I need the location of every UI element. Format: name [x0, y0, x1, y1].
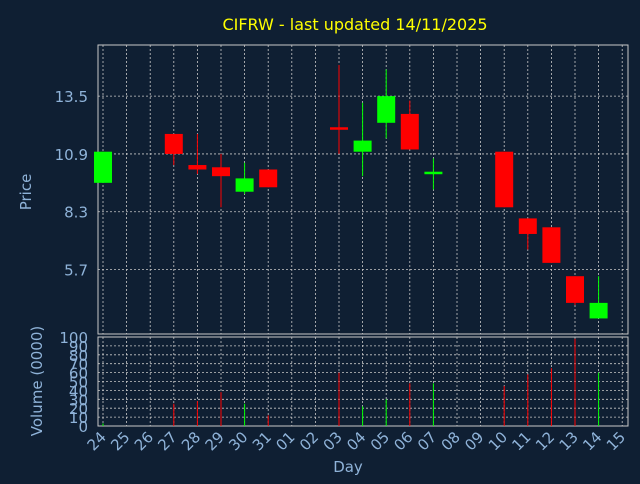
x-axis-label: Day: [333, 458, 363, 476]
volume-tick-label: 10: [69, 409, 88, 427]
x-tick-label: 02: [296, 428, 322, 454]
x-tick-label: 05: [367, 428, 393, 454]
volume-tick-label: 40: [69, 382, 88, 400]
x-tick-label: 15: [603, 428, 629, 454]
x-tick-label: 13: [556, 428, 582, 454]
price-tick-label: 10.9: [55, 146, 88, 164]
volume-tick-label: 30: [69, 391, 88, 409]
volume-tick-label: 20: [69, 400, 88, 418]
price-tick-label: 8.3: [64, 204, 88, 222]
x-tick-label: 10: [485, 428, 511, 454]
candle-body: [164, 133, 183, 154]
volume-tick-label: 80: [69, 347, 88, 365]
candle-body: [259, 169, 278, 188]
x-tick-label: 14: [579, 428, 605, 454]
chart-title: CIFRW - last updated 14/11/2025: [222, 15, 487, 34]
candle-body: [495, 151, 514, 208]
x-tick-label: 29: [202, 428, 228, 454]
volume-tick-label: 50: [69, 374, 88, 392]
candle-body: [400, 113, 419, 150]
candle-body: [566, 276, 584, 303]
x-tick-label: 12: [532, 428, 558, 454]
x-tick-label: 06: [390, 428, 416, 454]
x-tick-label: 11: [508, 428, 534, 454]
candle-body: [377, 96, 396, 123]
candle-body: [94, 151, 112, 183]
x-tick-label: 03: [320, 428, 346, 454]
x-tick-label: 26: [131, 428, 157, 454]
candle-body: [235, 178, 254, 192]
x-tick-label: 01: [272, 428, 298, 454]
volume-tick-label: 90: [69, 338, 88, 356]
candle-body: [212, 167, 230, 177]
candle-body: [589, 302, 608, 319]
price-panel: 5.7 8.3 10.9 13.5: [55, 44, 629, 335]
volume-panel: 0102030405060708090100242526272829303101…: [59, 329, 629, 454]
candle-body: [330, 127, 348, 130]
x-tick-label: 04: [343, 428, 369, 454]
x-tick-label: 28: [178, 428, 204, 454]
x-tick-label: 09: [461, 428, 487, 454]
candle-body: [518, 218, 537, 234]
candle-body: [188, 165, 207, 170]
candle-body: [542, 227, 561, 263]
price-axis-label: Price: [17, 174, 35, 211]
price-tick-label: 13.5: [55, 88, 88, 106]
volume-tick-label: 70: [69, 356, 88, 374]
volume-tick-label: 0: [78, 418, 88, 436]
volume-axis-label: Volume (0000): [28, 326, 46, 436]
candle-body: [424, 171, 443, 175]
x-tick-label: 30: [225, 428, 251, 454]
x-tick-label: 08: [438, 428, 464, 454]
volume-tick-label: 100: [59, 329, 88, 347]
x-tick-label: 31: [249, 428, 275, 454]
x-tick-label: 07: [414, 428, 440, 454]
price-tick-label: 5.7: [64, 262, 88, 280]
volume-tick-label: 60: [69, 365, 88, 383]
x-tick-label: 27: [154, 428, 180, 454]
x-tick-label: 25: [107, 428, 133, 454]
candle-body: [353, 140, 372, 152]
